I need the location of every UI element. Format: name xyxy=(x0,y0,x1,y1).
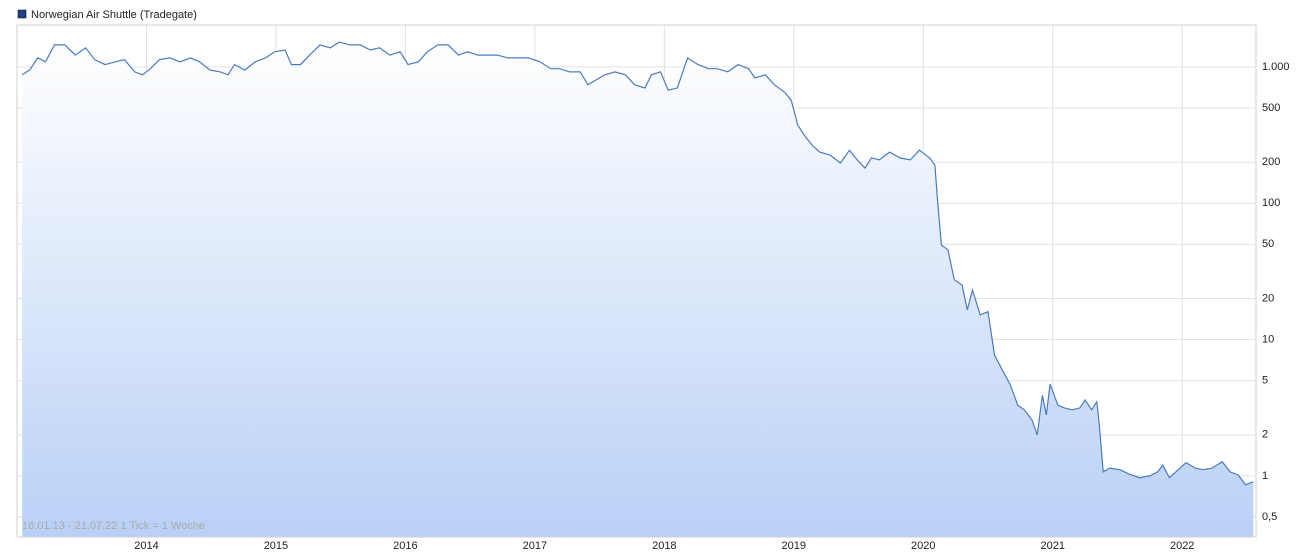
area-fill xyxy=(22,42,1254,537)
y-tick-label: 50 xyxy=(1262,238,1274,250)
x-tick-label: 2015 xyxy=(264,540,288,552)
x-tick-label: 2017 xyxy=(523,540,547,552)
y-tick-label: 2 xyxy=(1262,429,1268,441)
y-tick-label: 10 xyxy=(1262,333,1274,345)
x-tick-label: 2021 xyxy=(1040,540,1064,552)
y-tick-label: 5 xyxy=(1262,374,1268,386)
x-tick-label: 2020 xyxy=(911,540,935,552)
y-tick-label: 20 xyxy=(1262,292,1274,304)
plot xyxy=(21,41,1254,537)
y-tick-label: 200 xyxy=(1262,156,1280,168)
legend-marker xyxy=(17,9,27,19)
legend-label: Norwegian Air Shuttle (Tradegate) xyxy=(31,9,197,21)
x-tick-label: 2016 xyxy=(393,540,417,552)
y-tick-label: 500 xyxy=(1262,102,1280,114)
price-line xyxy=(21,41,1254,486)
x-tick-label: 2019 xyxy=(782,540,806,552)
y-tick-label: 0,5 xyxy=(1262,511,1277,523)
footnote: 16.01.13 - 21.07.22 1 Tick = 1 Woche xyxy=(22,520,205,532)
y-tick-label: 1.000 xyxy=(1262,61,1290,73)
x-tick-label: 2018 xyxy=(652,540,676,552)
y-tick-label: 100 xyxy=(1262,197,1280,209)
y-tick-label: 1 xyxy=(1262,470,1268,482)
x-tick-label: 2014 xyxy=(134,540,158,552)
plot-frame xyxy=(16,24,1257,538)
x-tick-label: 2022 xyxy=(1170,540,1194,552)
